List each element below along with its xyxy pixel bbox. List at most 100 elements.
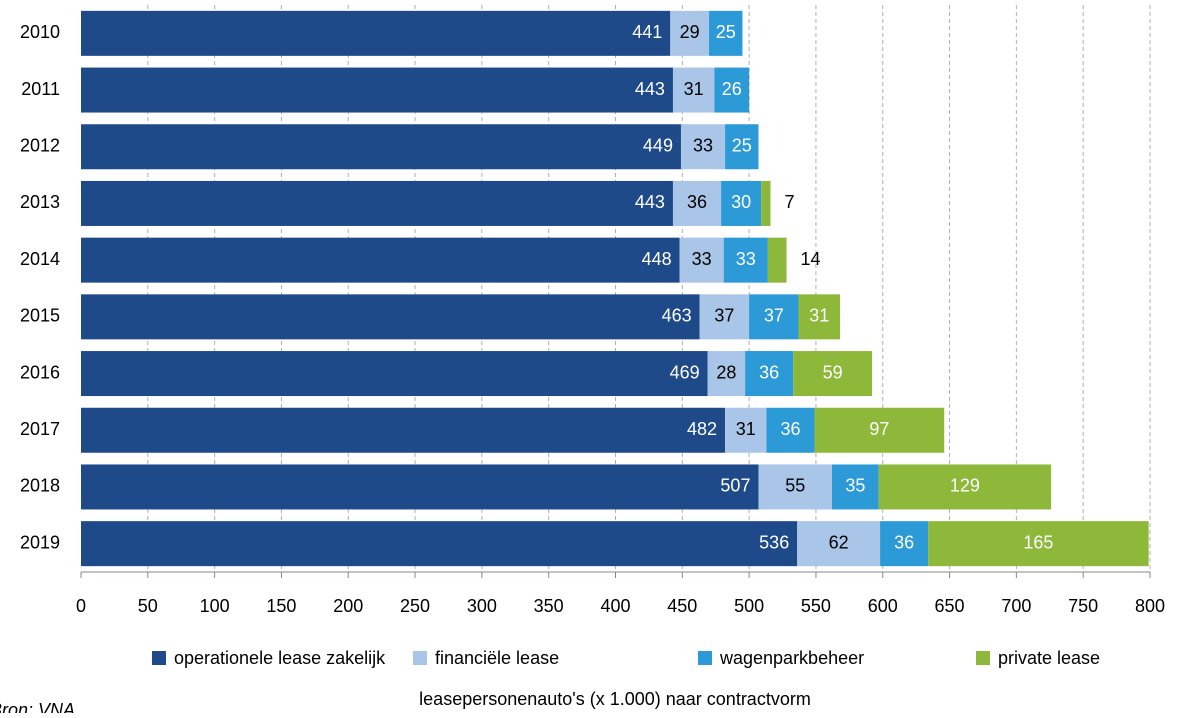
value-label: 536	[759, 532, 789, 552]
value-label: 35	[845, 476, 865, 496]
value-label: 37	[714, 306, 734, 326]
value-label: 31	[809, 306, 829, 326]
x-tick-label: 200	[333, 596, 363, 616]
value-label: 441	[632, 22, 662, 42]
bar-segment	[797, 521, 881, 567]
value-label: 97	[869, 419, 889, 439]
y-tick-label: 2018	[20, 476, 60, 496]
y-tick-label: 2015	[20, 306, 60, 326]
value-label: 31	[684, 79, 704, 99]
value-label: 36	[894, 532, 914, 552]
value-label: 62	[829, 532, 849, 552]
x-tick-label: 450	[667, 596, 697, 616]
value-label: 463	[662, 306, 692, 326]
bar-segment	[707, 351, 746, 397]
legend-swatch	[413, 651, 427, 665]
bar-segment	[880, 521, 929, 567]
y-tick-label: 2012	[20, 136, 60, 156]
x-tick-label: 100	[200, 596, 230, 616]
bar-segment	[758, 464, 832, 510]
value-label: 29	[680, 22, 700, 42]
value-label: 36	[759, 362, 779, 382]
value-label: 26	[722, 79, 742, 99]
value-label: 28	[716, 362, 736, 382]
bar-segment	[81, 351, 708, 397]
value-label: 33	[692, 249, 712, 269]
x-tick-label: 400	[600, 596, 630, 616]
bar-segment	[714, 67, 750, 113]
bar-segment	[725, 407, 767, 453]
legend-label: financiële lease	[435, 648, 559, 668]
value-label: 59	[823, 362, 843, 382]
x-tick-label: 650	[935, 596, 965, 616]
value-label: 37	[764, 306, 784, 326]
bar-segment	[81, 407, 726, 453]
x-tick-label: 700	[1001, 596, 1031, 616]
value-label: 482	[687, 419, 717, 439]
legend-label: private lease	[998, 648, 1100, 668]
y-tick-label: 2011	[21, 79, 60, 99]
bar-segment	[81, 67, 673, 113]
legend-label: operationele lease zakelijk	[174, 648, 386, 668]
bar-segment	[81, 464, 759, 510]
bar-segment	[81, 180, 673, 226]
bar-segment	[878, 464, 1052, 510]
value-label: 449	[643, 136, 673, 156]
legend-label: wagenparkbeheer	[719, 648, 864, 668]
x-tick-label: 50	[138, 596, 158, 616]
bar-segment	[672, 180, 722, 226]
value-label: 25	[732, 136, 752, 156]
bar-segment	[831, 464, 879, 510]
value-label: 25	[716, 22, 736, 42]
bar-segment	[81, 10, 671, 56]
bar-segment	[81, 294, 700, 340]
source: Bron: VNA	[0, 700, 75, 713]
value-label: 507	[720, 476, 750, 496]
value-label: 36	[687, 192, 707, 212]
x-tick-label: 150	[266, 596, 296, 616]
value-label: 448	[642, 249, 672, 269]
value-label: 443	[635, 192, 665, 212]
x-tick-label: 800	[1135, 596, 1165, 616]
bar-segment	[709, 10, 743, 56]
bar-segment	[745, 351, 794, 397]
value-label: 36	[781, 419, 801, 439]
value-label: 31	[736, 419, 756, 439]
bar-segment	[679, 237, 724, 283]
legend-swatch	[152, 651, 166, 665]
bar-segment	[725, 124, 759, 170]
bar-segment	[767, 237, 787, 283]
bar-segment	[699, 294, 750, 340]
value-label: 129	[950, 476, 980, 496]
y-tick-label: 2014	[20, 249, 60, 269]
legend-swatch	[976, 651, 990, 665]
value-label: 55	[785, 476, 805, 496]
x-tick-label: 250	[400, 596, 430, 616]
bar-segment	[928, 521, 1149, 567]
bar-segment	[766, 407, 815, 453]
value-label: 469	[670, 362, 700, 382]
x-tick-label: 500	[734, 596, 764, 616]
caption: leasepersonenauto's (x 1.000) naar contr…	[419, 689, 811, 709]
bar-segment	[814, 407, 945, 453]
bar-segment	[672, 67, 715, 113]
x-tick-label: 550	[801, 596, 831, 616]
bar-segment	[81, 521, 798, 567]
bar-segment	[670, 10, 710, 56]
bar-segment	[81, 124, 681, 170]
x-tick-label: 0	[76, 596, 86, 616]
x-tick-label: 600	[868, 596, 898, 616]
x-tick-label: 350	[534, 596, 564, 616]
bar-segment	[81, 237, 680, 283]
bar-segment	[798, 294, 840, 340]
legend-swatch	[698, 651, 712, 665]
y-tick-label: 2019	[20, 532, 60, 552]
y-tick-label: 2016	[20, 362, 60, 382]
bar-segment	[723, 237, 768, 283]
bar-segment	[749, 294, 799, 340]
bar-segment	[680, 124, 726, 170]
bar-segment	[761, 180, 771, 226]
value-label: 33	[693, 136, 713, 156]
